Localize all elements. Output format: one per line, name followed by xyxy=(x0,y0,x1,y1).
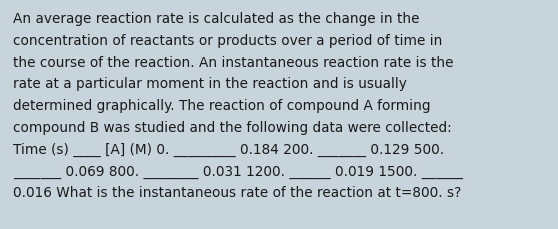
Text: concentration of reactants or products over a period of time in: concentration of reactants or products o… xyxy=(13,34,442,48)
Text: 0.016 What is the instantaneous rate of the reaction at t=800. s?: 0.016 What is the instantaneous rate of … xyxy=(13,185,461,199)
Text: Time (s) ____ [A] (M) 0. _________ 0.184 200. _______ 0.129 500.: Time (s) ____ [A] (M) 0. _________ 0.184… xyxy=(13,142,444,156)
Text: compound B was studied and the following data were collected:: compound B was studied and the following… xyxy=(13,120,452,134)
Text: _______ 0.069 800. ________ 0.031 1200. ______ 0.019 1500. ______: _______ 0.069 800. ________ 0.031 1200. … xyxy=(13,164,463,178)
Text: An average reaction rate is calculated as the change in the: An average reaction rate is calculated a… xyxy=(13,12,420,26)
Text: determined graphically. The reaction of compound A forming: determined graphically. The reaction of … xyxy=(13,99,431,113)
Text: the course of the reaction. An instantaneous reaction rate is the: the course of the reaction. An instantan… xyxy=(13,55,454,69)
Text: rate at a particular moment in the reaction and is usually: rate at a particular moment in the react… xyxy=(13,77,407,91)
